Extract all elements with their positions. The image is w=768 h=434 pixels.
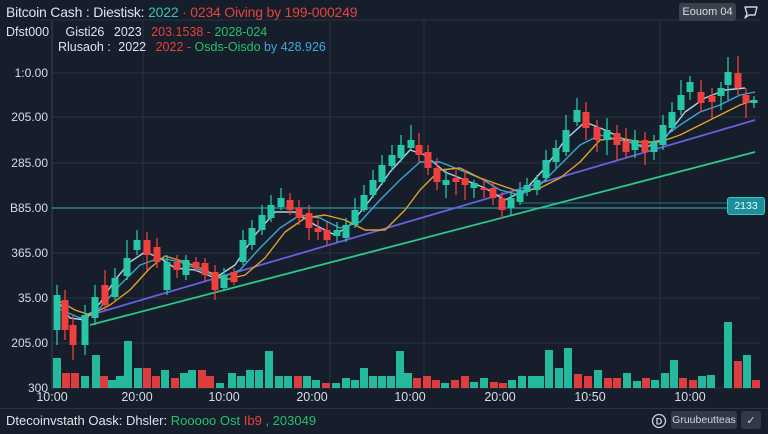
x-tick-label: 20:00	[484, 390, 516, 404]
footer-label: Dtecoinvstath Oask: Dhsler:	[6, 413, 168, 428]
footer-value-red: Ib9	[243, 413, 262, 428]
x-tick-label: 10:00	[394, 390, 426, 404]
x-tick-label: 10:00	[36, 390, 68, 404]
volume-bars	[53, 322, 760, 388]
footer-value-green: Rooooo Ost	[170, 413, 241, 428]
legend-row-2: Rlusaoh : 2022 2022 - Osds-Oisdo by 428.…	[58, 40, 326, 54]
chat-icon[interactable]	[742, 3, 760, 21]
info-d-icon[interactable]: D	[651, 413, 667, 429]
legend-green-1: 2028-024	[214, 25, 268, 39]
y-tick-label: 1:0.00	[14, 66, 48, 80]
legend-red-2: 2022 -	[155, 40, 192, 54]
title-prefix: Bitcoin Cash : Diestisk:	[6, 4, 145, 20]
axis-top-value: Dfst000	[6, 25, 50, 39]
chart-grid	[40, 19, 760, 390]
footer-divider	[0, 408, 768, 409]
legend-red-1: 203.1538 -	[151, 25, 211, 39]
y-tick-label: 300	[27, 381, 48, 395]
y-tick-label: B85.00	[9, 201, 48, 215]
y-tick-label: 365.00	[11, 246, 48, 260]
legend-blue-2: by 428.926	[264, 40, 326, 54]
candles	[53, 56, 758, 360]
title-year: 2022	[148, 4, 179, 20]
timeframe-button[interactable]: Eouom 04	[679, 3, 736, 21]
current-price-tag: 2133	[727, 197, 765, 215]
legend-green-2: Osds-Oisdo	[194, 40, 261, 54]
y-tick-label: 205.00	[11, 110, 48, 124]
footer-status: Dtecoinvstath Oask: Dhsler: Rooooo Ost I…	[6, 413, 316, 428]
x-tick-label: 10:00	[674, 390, 706, 404]
y-tick-label: 285.00	[11, 156, 48, 170]
trend-lines	[79, 119, 756, 326]
moving-average-lines	[56, 87, 756, 321]
y-tick-label: 35.00	[17, 291, 48, 305]
legend-label-1: Gisti26	[65, 25, 105, 39]
confirm-check-button[interactable]: ✓	[741, 411, 761, 429]
footer-value-green-2: , 203049	[265, 413, 317, 428]
svg-text:D: D	[656, 417, 663, 427]
legend-year-2: 2022	[118, 40, 147, 54]
y-tick-label: 205.00	[11, 336, 48, 350]
x-tick-label: 20:00	[121, 390, 153, 404]
legend-row-1: Dfst000 Gisti26 2023 203.1538 - 2028-024	[6, 25, 267, 39]
x-tick-label: 10:00	[208, 390, 240, 404]
chart-title: Bitcoin Cash : Diestisk: 2022 · 0234 Oiv…	[6, 4, 357, 20]
title-suffix: · 0234 Oiving by 199-000249	[182, 4, 358, 20]
x-tick-label: 20:00	[296, 390, 328, 404]
price-level-line	[52, 202, 727, 209]
x-tick-label: 10:50	[574, 390, 606, 404]
group-settings-button[interactable]: Gruubeutteas	[671, 411, 737, 429]
legend-label-2: Rlusaoh :	[58, 40, 111, 54]
legend-year-1: 2023	[113, 25, 142, 39]
